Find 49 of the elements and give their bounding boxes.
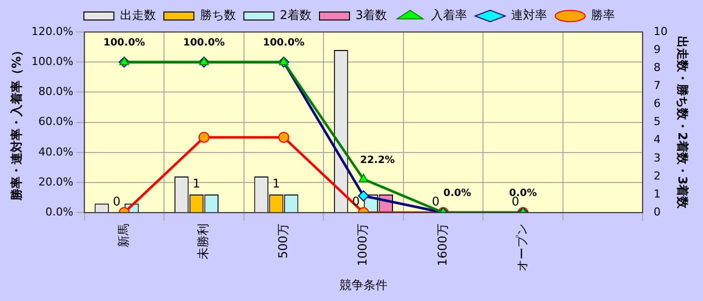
legend-label: 勝ち数 <box>200 8 236 22</box>
point <box>358 174 368 182</box>
point <box>199 56 209 66</box>
point <box>198 132 210 143</box>
data-label: 0.0% <box>443 188 472 200</box>
point <box>278 56 289 66</box>
y-tick-label: 0.0% <box>45 205 74 218</box>
y2-tick-label: 5 <box>654 115 661 128</box>
y-tick-label: 120.0% <box>31 24 74 38</box>
data-label: 0 <box>432 194 440 209</box>
point <box>278 132 290 143</box>
y2-tick-label: 2 <box>654 169 661 182</box>
data-label: 100.0% <box>103 38 146 49</box>
x-tick-label: 新馬 <box>116 224 130 248</box>
y2-tick-label: 1 <box>654 187 661 200</box>
legend-label: 連対率 <box>511 8 548 22</box>
x-tick-label: オープン <box>515 224 530 272</box>
y-axis-title: 勝率・連対率・入着率（%） <box>9 44 24 202</box>
legend-label: 入着率 <box>431 8 468 22</box>
y-tick-label: 80.0% <box>38 85 74 98</box>
x-tick-label: 1000万 <box>356 224 370 266</box>
y2-tick-label: 9 <box>654 42 661 56</box>
y2-tick-label: 4 <box>654 133 661 146</box>
y2-tick-label: 8 <box>654 60 661 74</box>
y-tick-label: 20.0% <box>38 175 74 188</box>
data-label: 100.0% <box>183 38 225 49</box>
legend-label: 2着数 <box>280 8 312 22</box>
y2-tick-label: 0 <box>654 205 661 218</box>
legend-label: 勝率 <box>591 8 616 22</box>
point <box>119 56 130 66</box>
y2-tick-label: 6 <box>654 97 661 110</box>
data-label: 0 <box>112 194 121 209</box>
data-label: 1 <box>192 176 200 191</box>
data-label: 100.0% <box>262 38 305 49</box>
x-tick-label: 未勝利 <box>196 224 210 260</box>
y-tick-label: 100.0% <box>31 54 74 68</box>
x-tick-label: 500万 <box>276 224 290 259</box>
y2-tick-label: 3 <box>654 151 661 164</box>
legend-label: 出走数 <box>120 8 156 22</box>
x-axis-title: 競争条件 <box>339 278 388 292</box>
data-label: 22.2% <box>360 154 395 166</box>
y2-tick-label: 10 <box>654 24 668 38</box>
legend-label: 3着数 <box>356 8 388 22</box>
y-tick-label: 40.0% <box>38 145 74 158</box>
y-tick-label: 60.0% <box>38 115 74 128</box>
x-tick-label: 1600万 <box>435 224 450 266</box>
y2-tick-label: 7 <box>654 79 661 92</box>
y2-axis-title: 出走数・勝ち数・2着数・3着数 <box>676 36 690 210</box>
data-label: 1 <box>272 176 280 191</box>
